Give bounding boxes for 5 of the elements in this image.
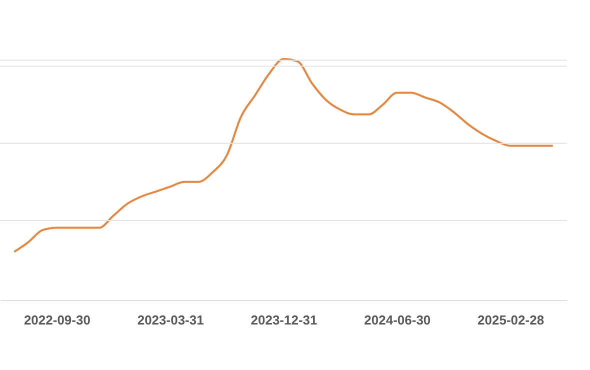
x-tick-label: 2024-06-30 <box>364 312 431 328</box>
x-tick-label: 2023-03-31 <box>137 312 204 328</box>
x-tick-label: 2023-12-31 <box>250 312 318 328</box>
x-tick-label: 2022-09-30 <box>24 312 90 328</box>
x-tick-label: 2025-02-28 <box>478 312 544 328</box>
